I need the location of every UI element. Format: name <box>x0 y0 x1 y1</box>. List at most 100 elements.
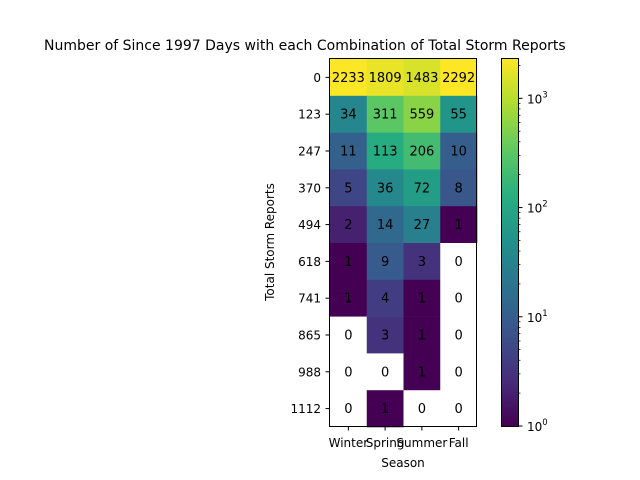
cell-value-label: 2 <box>344 218 352 233</box>
colorbar-tick-label: 100 <box>527 418 548 434</box>
cell-value-label: 9 <box>381 255 389 270</box>
cell-value-label: 0 <box>344 365 352 380</box>
colorbar-gradient <box>501 58 518 426</box>
chart-title: Number of Since 1997 Days with each Comb… <box>44 38 566 54</box>
heatmap-cell <box>330 279 368 317</box>
cell-value-label: 5 <box>344 181 352 196</box>
cell-value-label: 10 <box>450 145 467 160</box>
heatmap-cell <box>366 169 404 207</box>
y-tick-label: 0 <box>313 71 321 85</box>
heatmap-cell <box>440 353 478 391</box>
heatmap-cell <box>403 95 441 133</box>
cell-value-label: 3 <box>418 255 426 270</box>
heatmap-cell <box>403 243 441 281</box>
cell-value-label: 36 <box>377 181 394 196</box>
heatmap-cell <box>366 206 404 244</box>
heatmap-cell <box>440 243 478 281</box>
heatmap-cell <box>330 390 368 428</box>
heatmap-cell <box>440 316 478 354</box>
y-tick-label: 123 <box>298 108 321 122</box>
x-tick-label: Winter <box>329 436 369 450</box>
heatmap-cell <box>403 279 441 317</box>
heatmap-cell <box>403 390 441 428</box>
heatmap-cell <box>403 353 441 391</box>
colorbar: 100 101 102 103 <box>501 58 548 434</box>
y-tick-label: 370 <box>298 181 321 195</box>
cell-value-label: 8 <box>454 181 462 196</box>
cell-value-label: 27 <box>414 218 431 233</box>
heatmap-cell <box>440 390 478 428</box>
cell-value-label: 206 <box>409 145 434 160</box>
y-tick-label: 988 <box>298 365 321 379</box>
y-tick-label: 618 <box>298 255 321 269</box>
heatmap-cell <box>330 169 368 207</box>
heatmap-cell <box>403 316 441 354</box>
cell-value-label: 1 <box>418 292 426 307</box>
cell-value-label: 1 <box>344 255 352 270</box>
cell-value-label: 11 <box>340 145 357 160</box>
heatmap-cell <box>440 59 478 97</box>
heatmap-cell <box>403 59 441 97</box>
heatmap-cell <box>366 95 404 133</box>
heatmap-cell <box>366 279 404 317</box>
cell-value-label: 1 <box>418 365 426 380</box>
heatmap-cell <box>330 353 368 391</box>
cell-value-label: 113 <box>373 145 398 160</box>
x-tick-label: Spring <box>366 436 405 450</box>
cell-value-label: 0 <box>454 329 462 344</box>
plot-frame <box>329 58 477 427</box>
cell-value-label: 2292 <box>442 71 475 86</box>
cell-value-label: 0 <box>344 329 352 344</box>
cell-value-label: 3 <box>381 329 389 344</box>
cell-value-label: 0 <box>344 402 352 417</box>
cell-value-label: 1 <box>454 218 462 233</box>
y-tick-label: 741 <box>298 292 321 306</box>
y-tick-label: 494 <box>298 218 321 232</box>
cell-value-label: 72 <box>414 181 431 196</box>
colorbar-tick-label: 102 <box>527 200 548 216</box>
colorbar-frame <box>501 58 519 427</box>
cell-value-label: 14 <box>377 218 394 233</box>
cell-value-label: 4 <box>381 292 389 307</box>
heatmap-cell <box>403 169 441 207</box>
cell-value-label: 1 <box>344 292 352 307</box>
cell-value-label: 1483 <box>405 71 438 86</box>
cell-value-label: 55 <box>450 108 467 123</box>
cell-value-label: 0 <box>454 402 462 417</box>
cell-value-label: 34 <box>340 108 357 123</box>
heatmap-cell <box>330 59 368 97</box>
cell-value-label: 1809 <box>369 71 402 86</box>
cell-value-label: 0 <box>454 255 462 270</box>
heatmap-cell <box>330 132 368 170</box>
heatmap-cell <box>330 316 368 354</box>
cell-value-label: 0 <box>381 365 389 380</box>
x-tick-label: Summer <box>396 436 447 450</box>
colorbar-ticks: 100 101 102 103 <box>518 65 548 434</box>
cell-value-label: 0 <box>454 292 462 307</box>
heatmap-cell <box>366 132 404 170</box>
cell-value-label: 311 <box>373 108 398 123</box>
heatmap-cell <box>440 95 478 133</box>
colorbar-tick-label: 101 <box>527 309 548 325</box>
colorbar-tick-label: 103 <box>527 90 548 106</box>
heatmap-cell <box>440 279 478 317</box>
cell-value-label: 2233 <box>332 71 365 86</box>
y-tick-label: 865 <box>298 329 321 343</box>
heatmap-cell <box>366 390 404 428</box>
y-axis-ticks: 0 123 247 370 494 618 741 865 988 1112 <box>290 71 330 416</box>
x-tick-label: Fall <box>449 436 469 450</box>
heatmap-cell <box>330 243 368 281</box>
cell-value-label: 0 <box>454 365 462 380</box>
cell-value-label: 559 <box>409 108 434 123</box>
heatmap-cell <box>403 206 441 244</box>
y-tick-label: 247 <box>298 145 321 159</box>
heatmap-cell <box>330 206 368 244</box>
cell-value-label: 0 <box>418 402 426 417</box>
cell-value-label: 1 <box>418 329 426 344</box>
cell-value-label: 1 <box>381 402 389 417</box>
heatmap-cell <box>366 316 404 354</box>
heatmap-cell <box>403 132 441 170</box>
